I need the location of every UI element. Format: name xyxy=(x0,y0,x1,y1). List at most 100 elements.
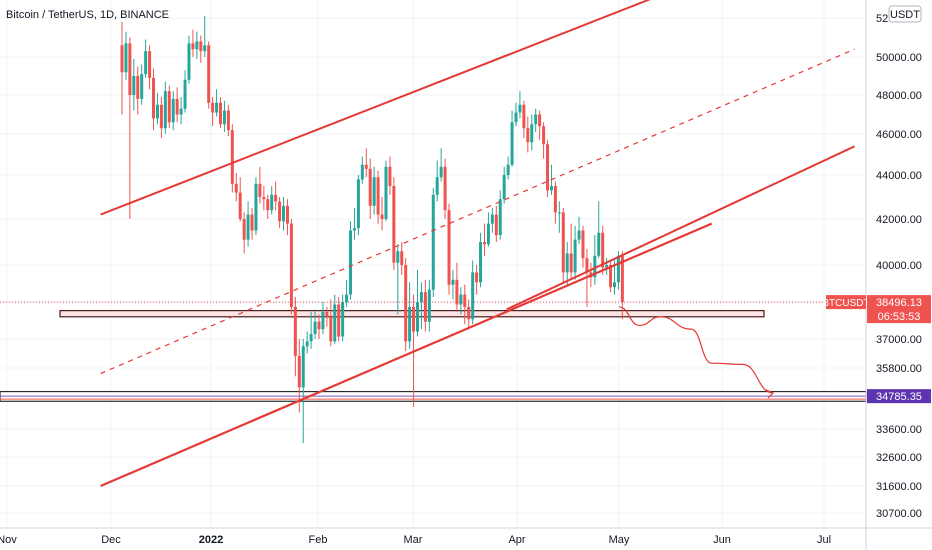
candle[interactable] xyxy=(494,205,498,242)
candle[interactable] xyxy=(376,170,380,224)
candle[interactable] xyxy=(219,96,222,129)
candle[interactable] xyxy=(132,58,136,111)
candle[interactable] xyxy=(388,156,392,195)
candle[interactable] xyxy=(605,258,609,275)
candle[interactable] xyxy=(171,91,175,131)
candle[interactable] xyxy=(278,197,282,229)
candle[interactable] xyxy=(187,35,191,84)
candle[interactable] xyxy=(498,190,502,240)
candle[interactable] xyxy=(392,177,396,270)
candle[interactable] xyxy=(593,235,597,285)
candle[interactable] xyxy=(183,70,187,113)
candle[interactable] xyxy=(266,194,270,219)
candle[interactable] xyxy=(230,124,234,193)
candle[interactable] xyxy=(416,269,419,337)
candle[interactable] xyxy=(159,96,163,139)
candle[interactable] xyxy=(337,297,341,342)
candle[interactable] xyxy=(329,299,333,347)
channel-upper-line[interactable] xyxy=(100,0,743,216)
projection-path[interactable] xyxy=(618,306,774,394)
candle[interactable] xyxy=(408,282,412,349)
candle[interactable] xyxy=(203,16,207,57)
candle[interactable] xyxy=(215,89,219,117)
candle[interactable] xyxy=(597,201,601,259)
candle[interactable] xyxy=(601,225,605,275)
candle[interactable] xyxy=(557,201,561,233)
candle[interactable] xyxy=(175,87,179,123)
candle[interactable] xyxy=(313,309,317,339)
candle[interactable] xyxy=(282,197,286,231)
candle[interactable] xyxy=(207,41,211,109)
candle[interactable] xyxy=(431,188,435,298)
candle[interactable] xyxy=(475,265,479,295)
candle[interactable] xyxy=(534,108,538,133)
candle[interactable] xyxy=(155,93,159,125)
candle[interactable] xyxy=(538,110,542,141)
candle[interactable] xyxy=(463,284,467,325)
candle[interactable] xyxy=(191,29,195,57)
candle[interactable] xyxy=(305,331,309,354)
candle[interactable] xyxy=(258,166,262,204)
candle[interactable] xyxy=(423,279,427,332)
candle[interactable] xyxy=(506,156,510,180)
candle[interactable] xyxy=(510,110,514,167)
candle[interactable] xyxy=(609,260,613,293)
candle[interactable] xyxy=(435,160,439,202)
candle[interactable] xyxy=(561,208,565,283)
candle[interactable] xyxy=(148,45,152,90)
candle[interactable] xyxy=(526,116,530,153)
candle[interactable] xyxy=(226,104,230,137)
candle[interactable] xyxy=(167,85,171,129)
candle[interactable] xyxy=(250,208,254,240)
candle[interactable] xyxy=(380,197,384,231)
candle[interactable] xyxy=(364,148,368,178)
candle[interactable] xyxy=(152,68,156,131)
candle[interactable] xyxy=(211,96,215,127)
candle[interactable] xyxy=(222,100,226,133)
candle[interactable] xyxy=(372,166,376,215)
candle[interactable] xyxy=(546,140,550,197)
candle[interactable] xyxy=(522,100,526,139)
candle[interactable] xyxy=(325,306,329,327)
candle[interactable] xyxy=(349,221,353,300)
candle[interactable] xyxy=(384,160,388,222)
candle[interactable] xyxy=(490,208,494,233)
candle[interactable] xyxy=(345,279,349,307)
candle[interactable] xyxy=(321,302,325,335)
candle[interactable] xyxy=(471,260,475,325)
candle[interactable] xyxy=(333,294,337,344)
candle[interactable] xyxy=(140,64,144,105)
candle[interactable] xyxy=(542,122,546,159)
candle[interactable] xyxy=(262,186,266,211)
candle[interactable] xyxy=(479,232,483,288)
candle[interactable] xyxy=(518,91,522,119)
candle[interactable] xyxy=(179,96,183,125)
candle[interactable] xyxy=(581,225,585,268)
candle[interactable] xyxy=(368,158,372,219)
candle[interactable] xyxy=(317,314,321,339)
candle[interactable] xyxy=(254,177,258,236)
candle[interactable] xyxy=(447,203,451,295)
candle[interactable] xyxy=(234,172,238,202)
candle[interactable] xyxy=(427,279,431,332)
candle[interactable] xyxy=(467,299,471,330)
candle[interactable] xyxy=(136,66,140,115)
candle[interactable] xyxy=(163,81,167,134)
price-axis[interactable]: 30700.00 31600.00 32600.00 33600.00 35800.00… xyxy=(865,0,922,550)
candle[interactable] xyxy=(565,242,569,285)
currency-badge[interactable]: USDT xyxy=(888,5,922,23)
candle[interactable] xyxy=(309,311,313,349)
trend-channel[interactable] xyxy=(100,0,856,488)
candle[interactable] xyxy=(569,223,573,280)
candle[interactable] xyxy=(301,339,305,443)
candle[interactable] xyxy=(128,37,132,220)
candle[interactable] xyxy=(404,258,408,352)
candle[interactable] xyxy=(356,175,360,236)
candle[interactable] xyxy=(360,156,364,184)
candle[interactable] xyxy=(530,114,534,151)
candle[interactable] xyxy=(482,223,486,256)
candle[interactable] xyxy=(439,148,443,182)
candle[interactable] xyxy=(242,212,246,254)
candle[interactable] xyxy=(124,31,128,80)
candle[interactable] xyxy=(443,158,447,219)
